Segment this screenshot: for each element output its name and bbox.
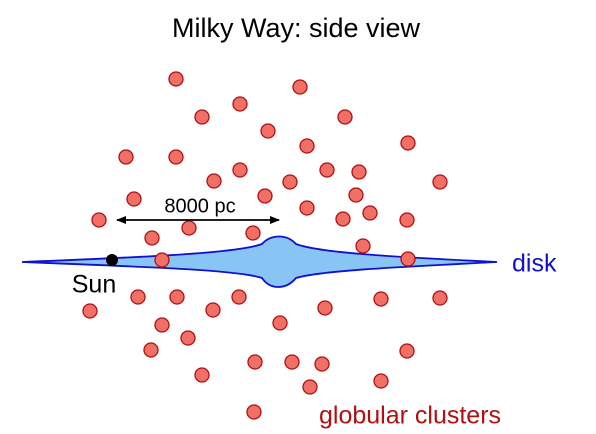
- distance-label: 8000 pc: [164, 195, 235, 217]
- diagram: Milky Way: side view 8000 pc Sun disk gl…: [0, 0, 596, 434]
- disk-label: disk: [512, 250, 557, 278]
- title: Milky Way: side view: [172, 13, 421, 43]
- page: Milky Way: side view 8000 pc Sun disk gl…: [0, 0, 596, 434]
- clusters-label: globular clusters: [319, 402, 501, 430]
- sun-marker: [106, 254, 118, 266]
- sun-label: Sun: [72, 271, 116, 299]
